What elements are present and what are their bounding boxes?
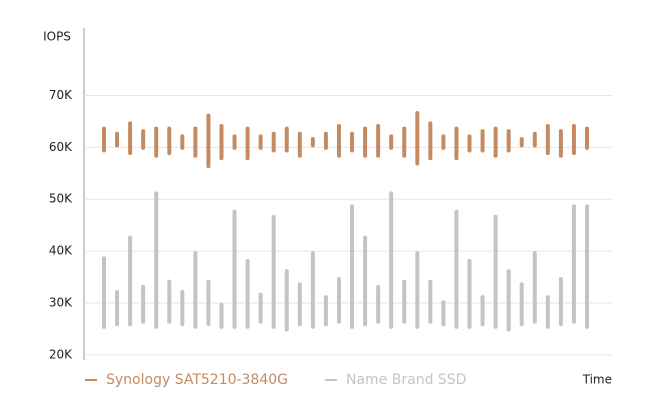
range-bar [506,129,511,153]
range-bar [232,209,237,329]
y-axis-label: IOPS [43,30,71,44]
y-tick-label: 60K [49,140,73,154]
range-bar [206,279,211,327]
range-bar [271,214,276,329]
range-bar [428,279,433,324]
range-bar [128,235,133,327]
range-bar [193,126,198,158]
y-tick-label: 50K [49,192,73,206]
range-bar [441,134,446,150]
range-bar [350,131,355,153]
range-bar [480,295,485,327]
range-bar [245,258,250,329]
range-bar [102,256,106,329]
range-bar [115,131,120,148]
range-bar [532,131,537,148]
range-bar [363,235,368,327]
range-bar [336,123,341,158]
range-bar [258,134,263,150]
y-tick-label: 30K [49,295,73,309]
range-bar [154,126,159,158]
range-bar [415,251,420,329]
range-bar [167,126,172,156]
range-bar [336,277,341,324]
range-bar [585,204,589,329]
y-tick-label: 20K [49,347,73,361]
range-bar [141,129,146,150]
range-bar [350,204,355,329]
x-axis-label: Time [582,373,612,387]
y-tick-label: 40K [49,244,73,258]
range-bar [519,282,524,327]
range-bar [428,121,433,161]
range-bar [128,121,133,156]
range-bar [402,126,407,158]
range-bar [415,111,420,166]
range-bar [454,126,459,161]
range-bar [571,204,576,324]
range-bar [558,277,563,327]
range-bar [571,123,576,156]
range-bar [297,282,302,327]
range-bar [180,134,185,150]
range-bar [102,126,106,153]
range-bar [506,269,511,332]
range-bar [441,300,446,327]
y-tick-label: 70K [49,88,73,102]
range-bar [297,131,302,158]
range-bar [363,126,368,158]
legend-label: Name Brand SSD [346,372,466,388]
range-bar [480,129,485,153]
legend-label: Synology SAT5210-3840G [106,372,288,388]
range-bar [323,131,328,150]
range-bar [402,279,407,324]
range-bar [310,251,315,329]
range-bar [258,292,263,324]
range-bar [232,134,237,150]
range-bar [284,126,289,153]
range-bar [545,295,550,329]
range-bar [376,284,381,324]
range-bar [585,126,589,150]
range-bar [493,126,498,158]
range-bar [519,136,524,148]
range-bar [154,191,159,329]
range-bar [467,258,472,329]
range-bar [310,136,315,148]
range-bar [558,129,563,158]
range-bar [193,251,198,329]
range-bar [115,289,120,327]
range-bar [284,269,289,332]
range-bar [376,123,381,158]
range-bar [454,209,459,329]
range-bar [532,251,537,324]
range-bar [271,131,276,153]
range-bar [219,123,224,161]
range-bar [180,289,185,327]
range-bar [389,191,394,329]
range-bar [467,134,472,153]
range-bar [389,134,394,150]
range-bar [219,302,224,329]
range-bar [545,123,550,156]
range-bar [141,284,146,324]
range-bar [245,126,250,161]
range-bar [493,214,498,329]
range-bar [167,279,172,324]
range-bar [323,295,328,327]
range-bar [206,113,211,169]
